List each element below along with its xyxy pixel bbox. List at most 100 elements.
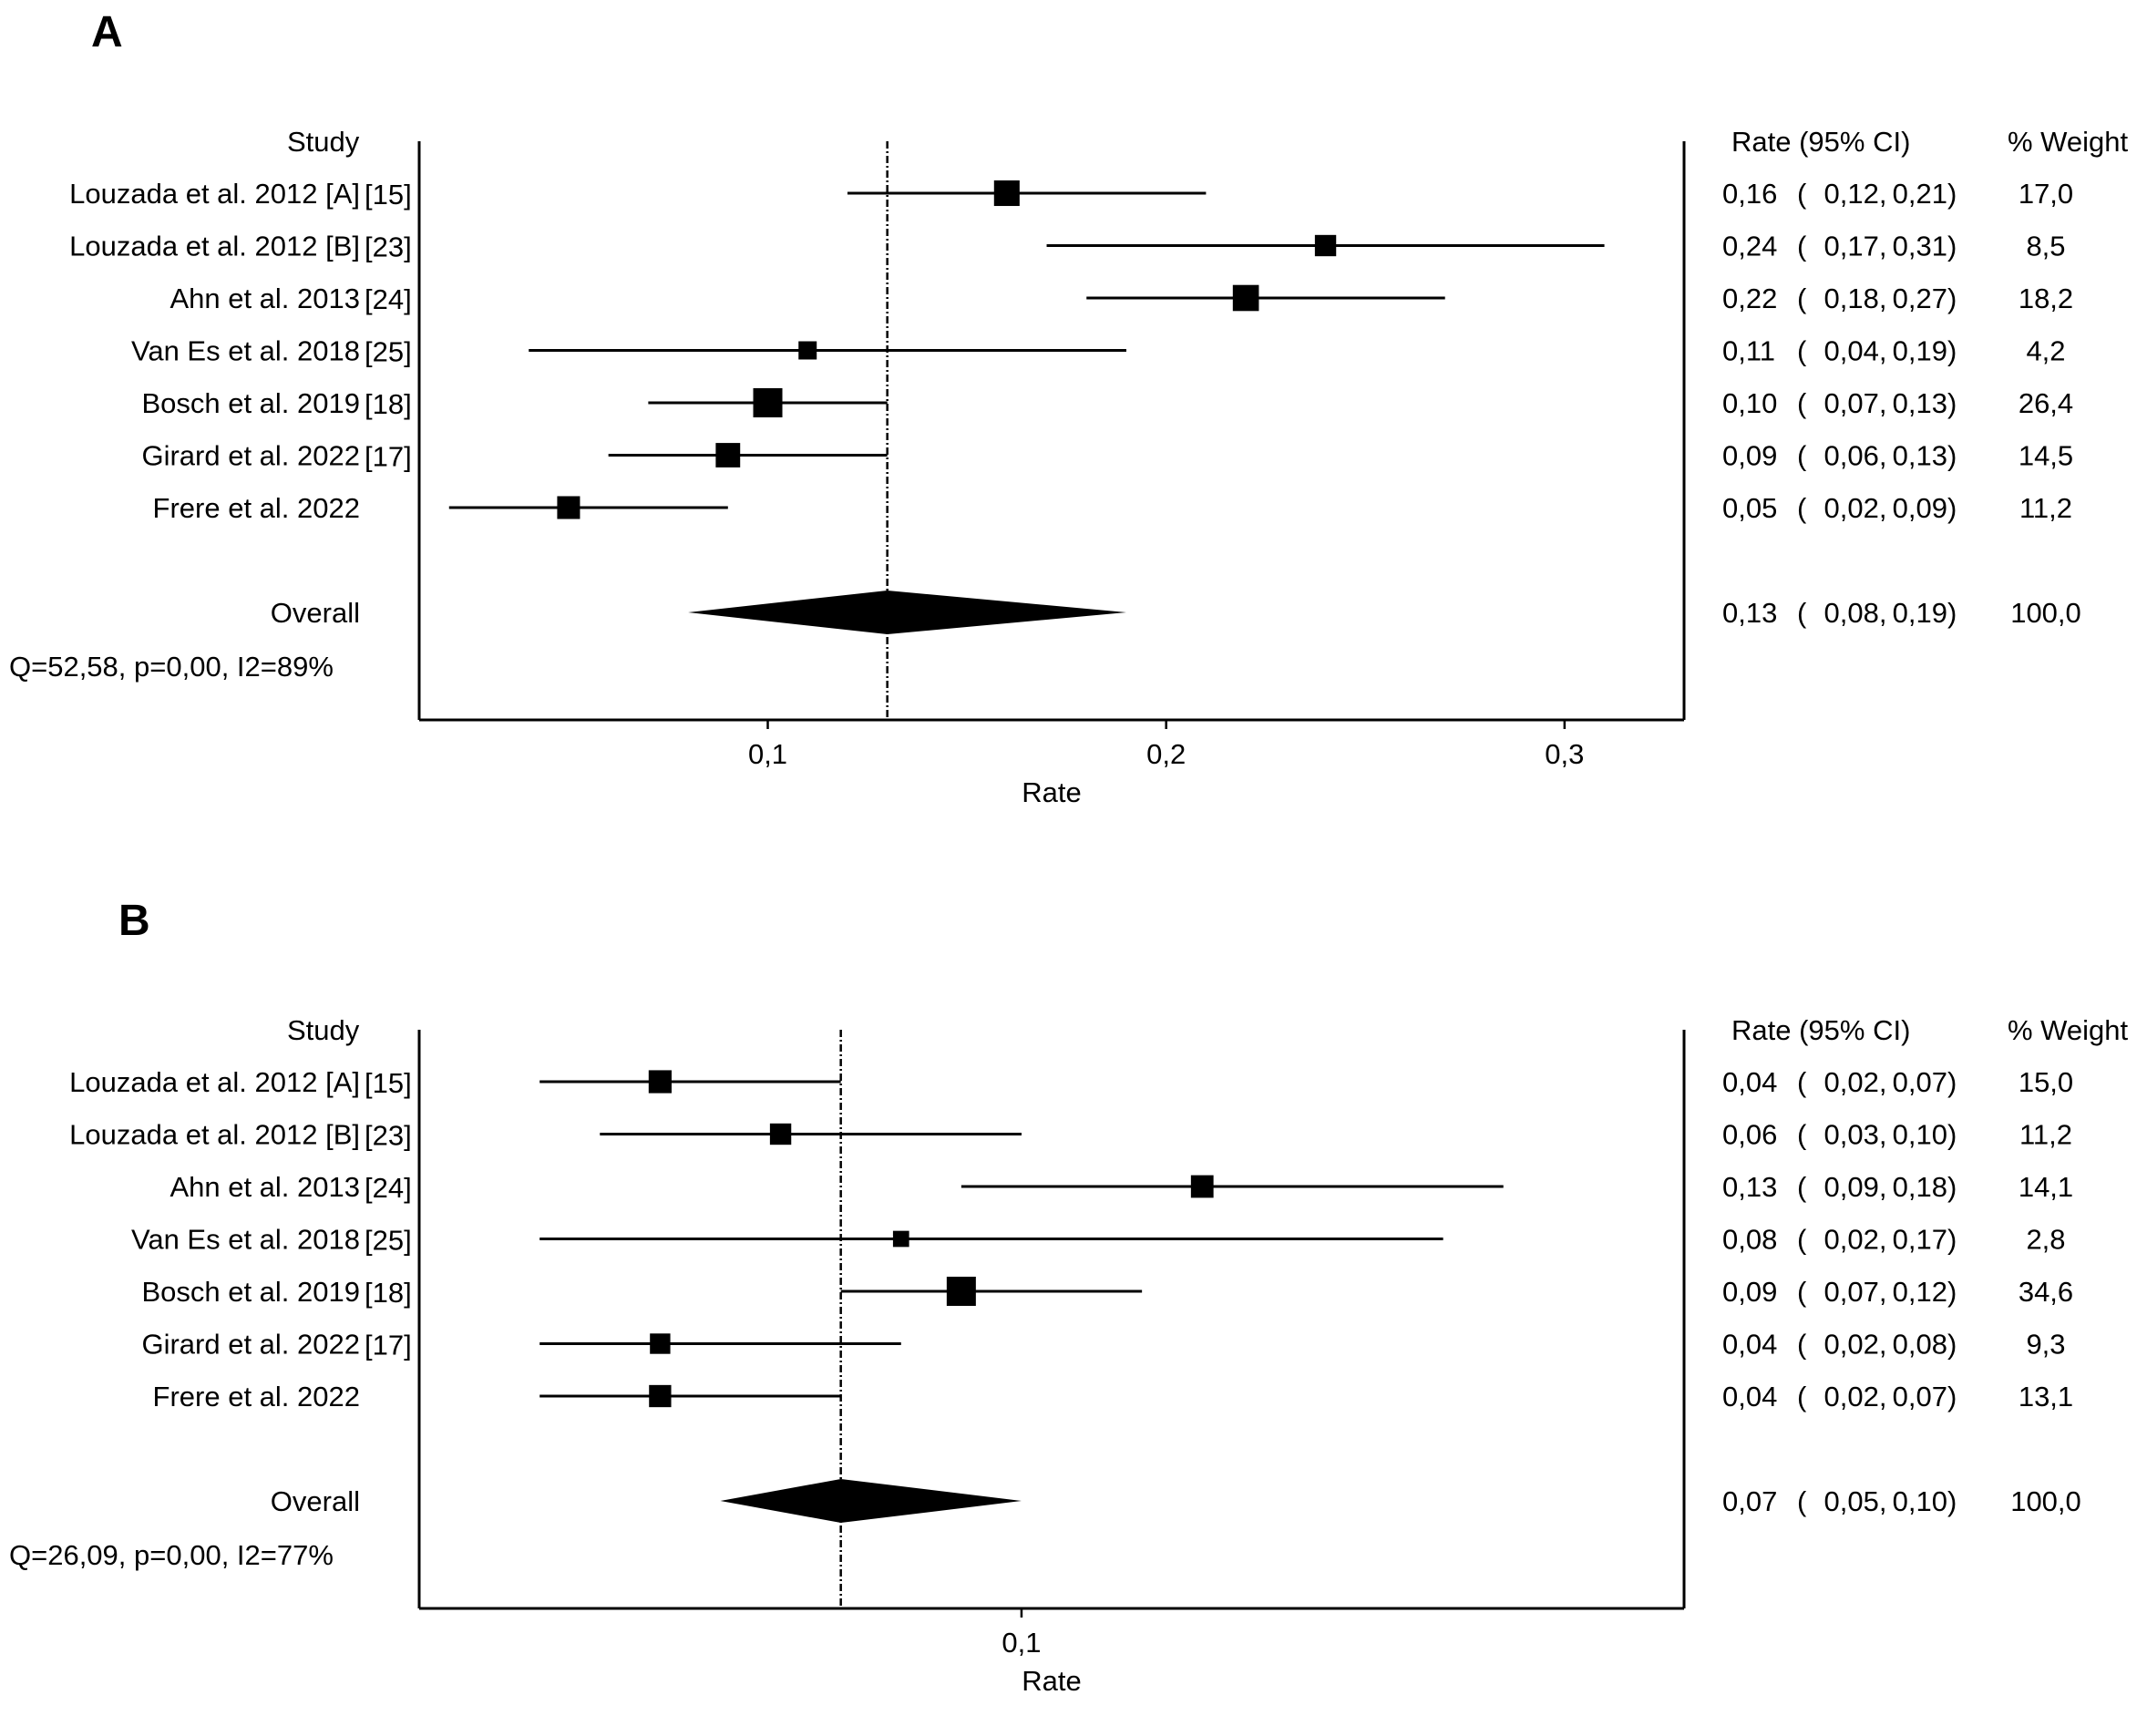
weight-value: 9,3	[2026, 1329, 2065, 1361]
overall-ci-lower: 0,08,	[1824, 597, 1887, 629]
x-tick-label: 0,2	[1146, 738, 1186, 770]
rate-value: 0,22	[1722, 282, 1777, 314]
ci-open-paren: (	[1797, 1066, 1807, 1098]
ci-lower-value: 0,12,	[1824, 178, 1887, 210]
rate-value: 0,16	[1722, 178, 1777, 210]
ci-open-paren: (	[1797, 597, 1807, 629]
study-reference: [18]	[365, 388, 412, 420]
ci-open-paren: (	[1797, 282, 1807, 314]
ci-lower-value: 0,02,	[1824, 1224, 1887, 1256]
ci-upper-value: 0,07)	[1893, 1066, 1957, 1098]
ci-upper-value: 0,19)	[1893, 335, 1957, 367]
study-point	[769, 1123, 792, 1145]
forest-plot-a: A Study Rate (95% CI) % Weight Q=52,58, …	[0, 0, 2147, 847]
ci-lower-value: 0,02,	[1824, 1329, 1887, 1361]
rate-value: 0,06	[1722, 1119, 1777, 1151]
study-name: Ahn et al. 2013	[170, 1171, 360, 1203]
weight-value: 11,2	[2019, 1119, 2072, 1151]
ci-upper-value: 0,13)	[1893, 387, 1957, 419]
study-reference: [24]	[365, 283, 412, 315]
forest-plot-b: B Study Rate (95% CI) % Weight Q=26,09, …	[0, 889, 2147, 1736]
ci-lower-value: 0,09,	[1824, 1171, 1887, 1203]
ci-open-paren: (	[1797, 492, 1807, 524]
study-reference: [23]	[365, 231, 412, 263]
overall-diamond	[720, 1479, 1022, 1523]
ci-upper-value: 0,18)	[1893, 1171, 1957, 1203]
ci-upper-value: 0,21)	[1893, 178, 1957, 210]
rate-value: 0,09	[1722, 1276, 1777, 1308]
study-reference: [18]	[365, 1277, 412, 1309]
weight-value: 8,5	[2026, 231, 2065, 262]
x-tick-label: 0,1	[748, 738, 787, 770]
study-name: Louzada et al. 2012 [A]	[69, 1066, 360, 1098]
ci-upper-value: 0,31)	[1893, 231, 1957, 262]
ci-upper-value: 0,12)	[1893, 1276, 1957, 1308]
study-point	[649, 1384, 672, 1408]
study-point	[946, 1277, 976, 1306]
study-reference: [15]	[365, 179, 412, 211]
ci-open-paren: (	[1797, 440, 1807, 472]
ci-open-paren: (	[1797, 387, 1807, 419]
x-axis-label: Rate	[1022, 1665, 1081, 1697]
ci-open-paren: (	[1797, 1224, 1807, 1256]
study-name: Bosch et al. 2019	[141, 1276, 360, 1308]
study-point	[650, 1333, 671, 1354]
study-column-header: Study	[287, 126, 360, 158]
study-point	[648, 1070, 672, 1094]
overall-ci-upper: 0,19)	[1893, 597, 1957, 629]
ci-open-paren: (	[1797, 178, 1807, 210]
forest-plot-b-svg: 0,1 Rate Louzada et al. 2012 [A] [15] 0,04 (0…	[69, 1030, 2081, 1697]
ci-open-paren: (	[1797, 1119, 1807, 1151]
overall-rate-value: 0,13	[1722, 597, 1777, 629]
study-name: Van Es et al. 2018	[131, 1224, 360, 1256]
ci-lower-value: 0,07,	[1824, 1276, 1887, 1308]
ci-open-paren: (	[1797, 1171, 1807, 1203]
panel-label: A	[91, 8, 123, 56]
study-point	[892, 1230, 909, 1248]
study-reference: [17]	[365, 441, 412, 473]
overall-diamond	[688, 591, 1126, 634]
study-point	[1190, 1175, 1214, 1198]
overall-weight-value: 100,0	[2010, 1485, 2081, 1517]
study-name: Bosch et al. 2019	[141, 387, 360, 419]
study-name: Louzada et al. 2012 [A]	[69, 178, 360, 210]
panel-label: B	[118, 897, 150, 945]
rate-value: 0,04	[1722, 1329, 1777, 1361]
study-reference: [25]	[365, 336, 412, 368]
rate-value: 0,10	[1722, 387, 1777, 419]
overall-label: Overall	[271, 1485, 360, 1517]
ci-open-paren: (	[1797, 1485, 1807, 1517]
study-name: Van Es et al. 2018	[131, 335, 360, 367]
ci-lower-value: 0,03,	[1824, 1119, 1887, 1151]
ci-upper-value: 0,08)	[1893, 1329, 1957, 1361]
study-point	[1314, 234, 1337, 257]
study-point	[715, 443, 741, 467]
rate-value: 0,08	[1722, 1224, 1777, 1256]
ci-upper-value: 0,13)	[1893, 440, 1957, 472]
ci-lower-value: 0,02,	[1824, 1066, 1887, 1098]
study-name: Girard et al. 2022	[141, 1329, 360, 1361]
x-axis-label: Rate	[1022, 776, 1081, 808]
ci-lower-value: 0,02,	[1824, 492, 1887, 524]
overall-weight-value: 100,0	[2010, 597, 2081, 629]
weight-column-header: % Weight	[2008, 126, 2129, 158]
rate-value: 0,24	[1722, 231, 1777, 262]
ci-open-paren: (	[1797, 1381, 1807, 1412]
overall-ci-lower: 0,05,	[1824, 1485, 1887, 1517]
study-reference: [24]	[365, 1172, 412, 1204]
ci-lower-value: 0,07,	[1824, 387, 1887, 419]
weight-value: 4,2	[2026, 335, 2065, 367]
ci-lower-value: 0,06,	[1824, 440, 1887, 472]
weight-value: 13,1	[2019, 1381, 2073, 1412]
weight-value: 11,2	[2019, 492, 2072, 524]
weight-value: 26,4	[2019, 387, 2073, 419]
study-reference: [23]	[365, 1120, 412, 1152]
ci-lower-value: 0,02,	[1824, 1381, 1887, 1412]
ci-open-paren: (	[1797, 335, 1807, 367]
ci-upper-value: 0,27)	[1893, 282, 1957, 314]
rate-column-header: Rate (95% CI)	[1731, 1014, 1911, 1046]
ci-open-paren: (	[1797, 1276, 1807, 1308]
ci-upper-value: 0,09)	[1893, 492, 1957, 524]
rate-value: 0,04	[1722, 1381, 1777, 1412]
study-point	[1232, 284, 1259, 312]
